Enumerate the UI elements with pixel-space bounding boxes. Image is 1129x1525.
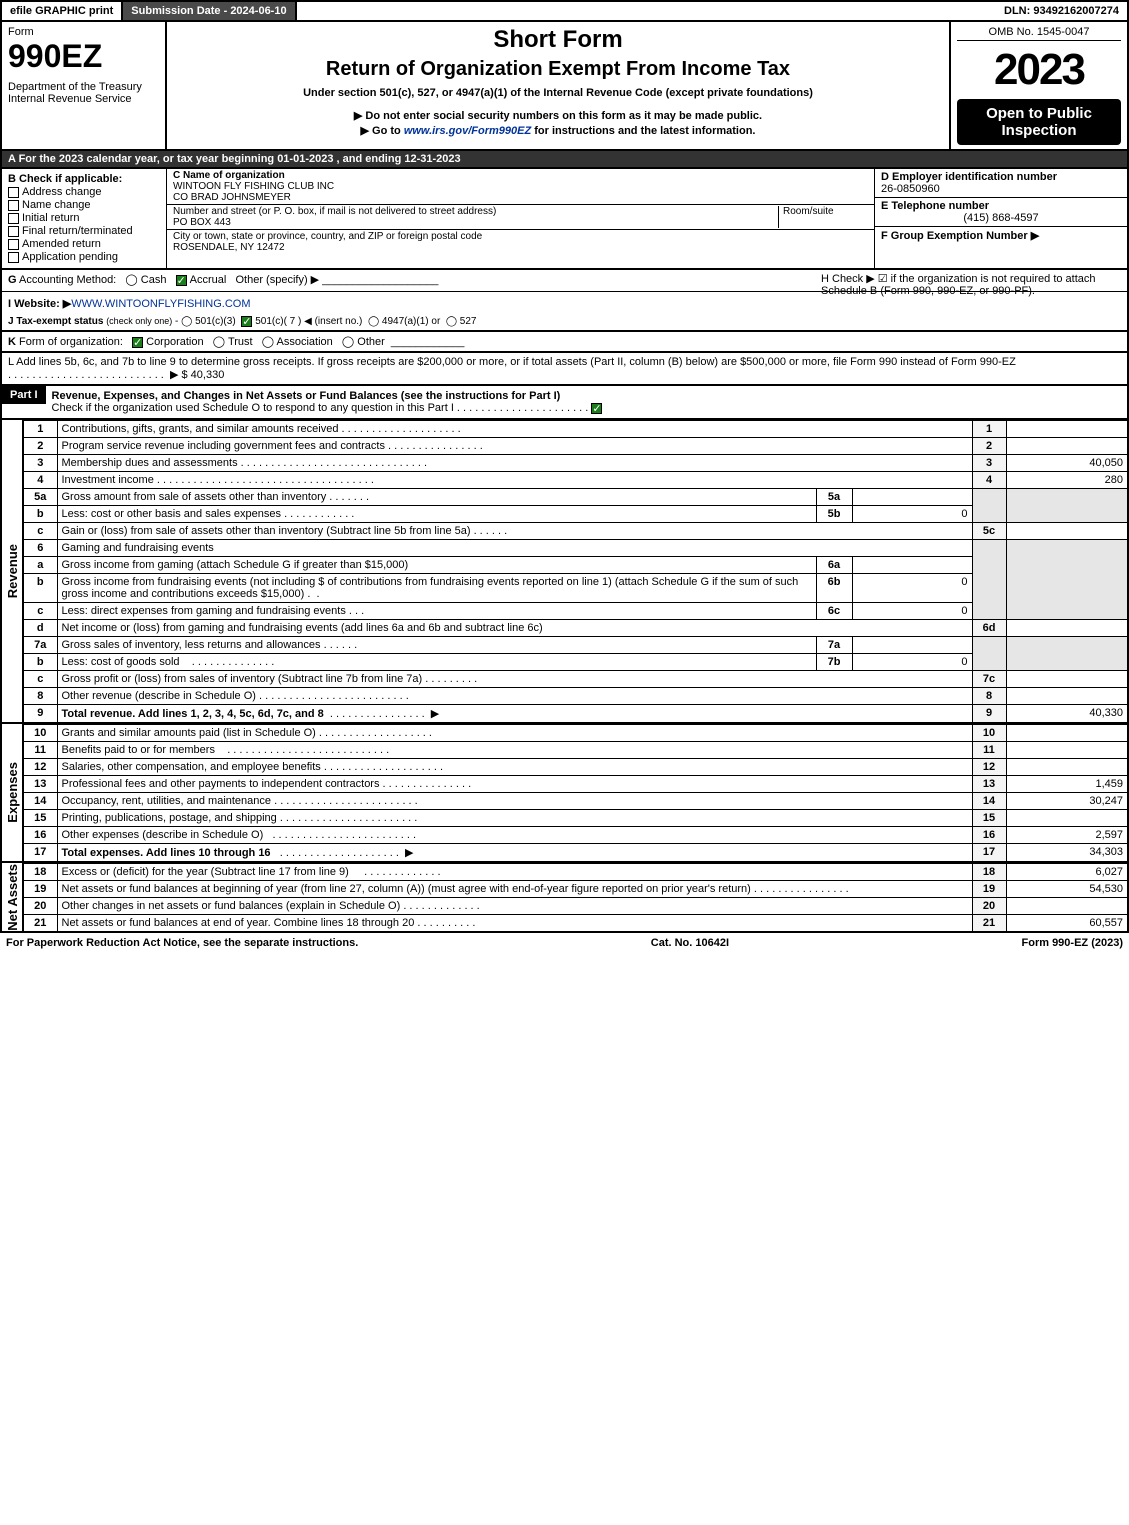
part-i-title: Revenue, Expenses, and Changes in Net As…: [52, 390, 561, 402]
part-i-check: Check if the organization used Schedule …: [52, 402, 454, 414]
irs-link[interactable]: www.irs.gov/Form990EZ: [404, 125, 531, 137]
ein: 26-0850960: [881, 183, 940, 195]
open-to-public: Open to Public Inspection: [957, 99, 1121, 145]
row-l: L Add lines 5b, 6c, and 7b to line 9 to …: [0, 353, 1129, 386]
website-link[interactable]: WWW.WINTOONFLYFISHING.COM: [71, 298, 250, 310]
b-head: B Check if applicable:: [8, 173, 160, 185]
b-opt-name[interactable]: Name change: [8, 199, 160, 211]
form-word: Form: [8, 26, 159, 38]
expenses-table: 10Grants and similar amounts paid (list …: [22, 724, 1129, 863]
b-opt-pending[interactable]: Application pending: [8, 251, 160, 263]
submission-date: Submission Date - 2024-06-10: [123, 2, 296, 20]
netassets-label: Net Assets: [0, 863, 22, 933]
note-goto: ▶ Go to www.irs.gov/Form990EZ for instru…: [173, 124, 943, 137]
city-lbl: City or town, state or province, country…: [173, 231, 482, 242]
b-opt-amended[interactable]: Amended return: [8, 238, 160, 250]
tel-lbl: E Telephone number: [881, 200, 989, 212]
part-i-label: Part I: [2, 386, 46, 404]
b-opt-address[interactable]: Address change: [8, 186, 160, 198]
row-h: H Check ▶ ☑ if the organization is not r…: [821, 272, 1121, 297]
short-form: Short Form: [173, 26, 943, 54]
grp-lbl: F Group Exemption Number ▶: [881, 230, 1039, 242]
ein-lbl: D Employer identification number: [881, 171, 1057, 183]
form-header: Form 990EZ Department of the Treasury In…: [0, 22, 1129, 151]
expenses-label: Expenses: [0, 724, 22, 863]
dept: Department of the Treasury Internal Reve…: [8, 81, 159, 105]
efile-label[interactable]: efile GRAPHIC print: [2, 2, 123, 20]
return-title: Return of Organization Exempt From Incom…: [173, 58, 943, 81]
col-d: D Employer identification number 26-0850…: [875, 169, 1127, 268]
part-i-head: Part I Revenue, Expenses, and Changes in…: [0, 386, 1129, 420]
revenue-label: Revenue: [0, 420, 22, 724]
l-text: L Add lines 5b, 6c, and 7b to line 9 to …: [8, 356, 1016, 368]
note-ssn: ▶ Do not enter social security numbers o…: [173, 109, 943, 122]
footer-right: Form 990-EZ (2023): [1022, 937, 1124, 949]
dln: DLN: 93492162007274: [996, 2, 1127, 20]
footer-left: For Paperwork Reduction Act Notice, see …: [6, 937, 358, 949]
meta-block: H Check ▶ ☑ if the organization is not r…: [0, 270, 1129, 332]
b-opt-final[interactable]: Final return/terminated: [8, 225, 160, 237]
row-a: A For the 2023 calendar year, or tax yea…: [0, 151, 1129, 169]
row-k: K Form of organization: Corporation ◯ Tr…: [0, 332, 1129, 353]
org-name: WINTOON FLY FISHING CLUB INC: [173, 181, 334, 192]
tel: (415) 868-4597: [881, 212, 1121, 224]
section-bcd: B Check if applicable: Address change Na…: [0, 169, 1129, 270]
org-co: CO BRAD JOHNSMEYER: [173, 192, 291, 203]
spacer: [297, 2, 996, 20]
org-city: ROSENDALE, NY 12472: [173, 242, 285, 253]
footer-mid: Cat. No. 10642I: [651, 937, 729, 949]
footer: For Paperwork Reduction Act Notice, see …: [0, 933, 1129, 953]
addr-lbl: Number and street (or P. O. box, if mail…: [173, 206, 496, 217]
omb: OMB No. 1545-0047: [957, 26, 1121, 41]
c-name-lbl: C Name of organization: [173, 170, 285, 181]
col-b: B Check if applicable: Address change Na…: [2, 169, 167, 268]
b-opt-initial[interactable]: Initial return: [8, 212, 160, 224]
room-lbl: Room/suite: [778, 206, 868, 228]
schedule-o-check[interactable]: [591, 403, 602, 414]
topbar: efile GRAPHIC print Submission Date - 20…: [0, 0, 1129, 22]
netassets-table: 18Excess or (deficit) for the year (Subt…: [22, 863, 1129, 933]
revenue-table: 1Contributions, gifts, grants, and simil…: [22, 420, 1129, 724]
tax-year: 2023: [957, 45, 1121, 95]
under-section: Under section 501(c), 527, or 4947(a)(1)…: [173, 87, 943, 99]
l-amt: ▶ $ 40,330: [170, 369, 224, 381]
org-addr: PO BOX 443: [173, 217, 231, 228]
col-c: C Name of organization WINTOON FLY FISHI…: [167, 169, 875, 268]
row-j: J Tax-exempt status (check only one) - ◯…: [2, 313, 1127, 330]
form-number: 990EZ: [8, 38, 159, 75]
